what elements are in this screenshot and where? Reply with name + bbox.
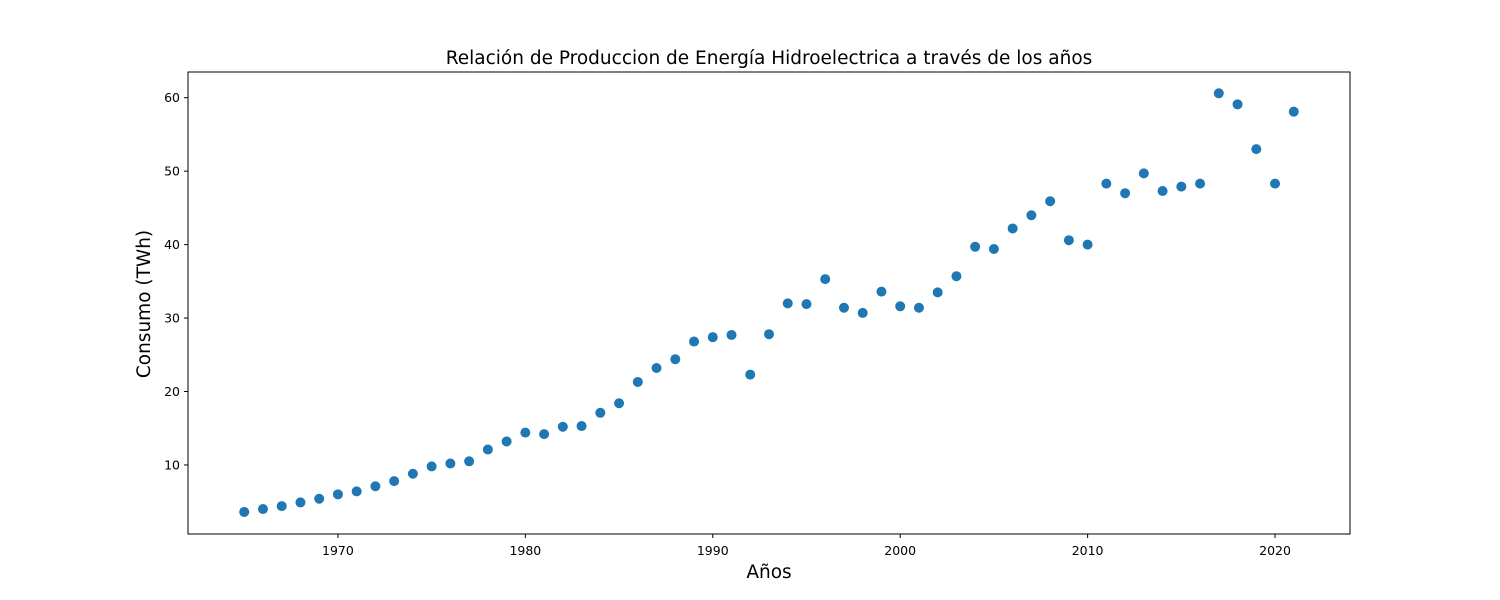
data-point bbox=[1288, 106, 1299, 117]
data-point bbox=[295, 497, 306, 508]
data-point bbox=[782, 298, 793, 309]
data-point bbox=[895, 301, 906, 312]
y-axis-ticks: 10 20 30 40 50 60 bbox=[164, 90, 188, 472]
data-point bbox=[1195, 178, 1206, 189]
y-tick-label: 40 bbox=[164, 237, 180, 252]
data-point bbox=[707, 332, 718, 343]
x-axis-ticks: 1970 1980 1990 2000 2010 2020 bbox=[322, 534, 1291, 558]
data-point bbox=[595, 407, 606, 418]
data-point bbox=[389, 476, 400, 487]
data-point bbox=[1270, 178, 1281, 189]
x-tick-label: 1990 bbox=[697, 543, 729, 558]
data-point bbox=[239, 506, 250, 517]
x-axis-label: Años bbox=[746, 562, 791, 583]
x-tick-label: 1980 bbox=[509, 543, 541, 558]
data-point bbox=[951, 271, 962, 282]
data-point bbox=[1251, 144, 1262, 155]
data-point bbox=[1157, 185, 1168, 196]
data-point bbox=[764, 329, 774, 340]
data-point bbox=[370, 481, 381, 492]
x-tick-label: 1970 bbox=[322, 543, 354, 558]
data-point bbox=[745, 369, 756, 380]
plot-area-frame bbox=[187, 71, 1351, 535]
data-point bbox=[351, 486, 362, 497]
x-tick-label: 2020 bbox=[1259, 543, 1291, 558]
x-tick-label: 2000 bbox=[884, 543, 916, 558]
data-point bbox=[1120, 188, 1131, 199]
data-point bbox=[501, 436, 512, 447]
data-point bbox=[314, 493, 325, 504]
y-tick-label: 50 bbox=[164, 164, 180, 179]
data-point bbox=[1138, 168, 1149, 179]
data-point bbox=[1026, 210, 1037, 221]
data-point bbox=[913, 302, 924, 313]
data-point bbox=[332, 489, 343, 500]
data-point bbox=[445, 458, 456, 469]
data-point bbox=[632, 376, 643, 387]
data-point bbox=[464, 456, 475, 467]
y-tick-label: 10 bbox=[164, 457, 180, 472]
data-point bbox=[1045, 196, 1056, 207]
data-point bbox=[670, 354, 681, 365]
data-point bbox=[1063, 235, 1074, 246]
y-tick-label: 30 bbox=[164, 311, 180, 326]
data-point bbox=[820, 274, 831, 285]
data-point bbox=[932, 287, 943, 298]
data-point bbox=[276, 501, 287, 512]
data-point bbox=[988, 244, 999, 255]
data-point bbox=[1082, 239, 1093, 250]
data-points bbox=[239, 88, 1299, 517]
data-point bbox=[838, 302, 849, 313]
data-point bbox=[557, 421, 568, 432]
data-point bbox=[1101, 178, 1112, 189]
y-axis-label: Consumo (TWh) bbox=[134, 230, 155, 378]
data-point bbox=[257, 504, 268, 515]
data-point bbox=[1232, 99, 1243, 110]
data-point bbox=[1213, 88, 1224, 99]
x-tick-label: 2010 bbox=[1072, 543, 1104, 558]
data-point bbox=[539, 429, 550, 440]
data-point bbox=[1007, 223, 1018, 234]
data-point bbox=[426, 461, 437, 472]
data-point bbox=[1176, 181, 1187, 192]
chart-title: Relación de Produccion de Energía Hidroe… bbox=[446, 48, 1093, 69]
data-point bbox=[801, 299, 812, 310]
data-point bbox=[651, 363, 662, 374]
data-point bbox=[520, 427, 531, 438]
data-point bbox=[726, 329, 737, 340]
data-point bbox=[876, 286, 887, 297]
y-tick-label: 60 bbox=[164, 90, 180, 105]
data-point bbox=[689, 336, 700, 347]
data-point bbox=[614, 398, 625, 409]
data-point bbox=[407, 468, 418, 479]
data-point bbox=[857, 307, 868, 318]
data-point bbox=[576, 421, 587, 432]
data-point bbox=[970, 241, 981, 252]
data-point bbox=[482, 444, 493, 455]
y-tick-label: 20 bbox=[164, 384, 180, 399]
